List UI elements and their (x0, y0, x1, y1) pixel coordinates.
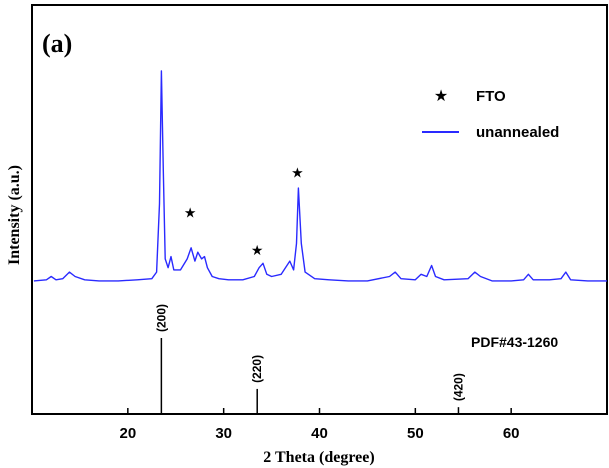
legend: ★ FTO unannealed (422, 88, 559, 141)
reference-lines: (200) (220) (420) (154, 304, 465, 414)
legend-star-symbol: ★ (434, 88, 448, 105)
reference-line-label: (220) (250, 355, 264, 383)
x-tick-label: 20 (119, 425, 136, 442)
x-axis-label: 2 Theta (degree) (263, 449, 374, 466)
y-axis-label: Intensity (a.u.) (6, 165, 23, 265)
reference-line-label: (420) (451, 373, 465, 401)
x-tick-label: 60 (503, 425, 520, 442)
legend-label-fto: FTO (476, 88, 506, 105)
x-axis-ticks: 20 30 40 50 60 (119, 408, 520, 442)
fto-star-marker: ★ (291, 167, 304, 182)
x-tick-label: 50 (407, 425, 424, 442)
x-tick-label: 40 (311, 425, 328, 442)
reference-line-label: (200) (154, 304, 168, 332)
plot-frame (31, 4, 608, 415)
reference-card-label: PDF#43-1260 (471, 334, 558, 350)
fto-markers: ★ ★ ★ (184, 167, 304, 259)
panel-label: (a) (42, 29, 72, 58)
fto-star-marker: ★ (251, 244, 264, 259)
legend-label-unannealed: unannealed (476, 124, 559, 141)
fto-star-marker: ★ (184, 206, 197, 221)
xrd-pattern-line (33, 70, 607, 282)
x-tick-label: 30 (215, 425, 232, 442)
